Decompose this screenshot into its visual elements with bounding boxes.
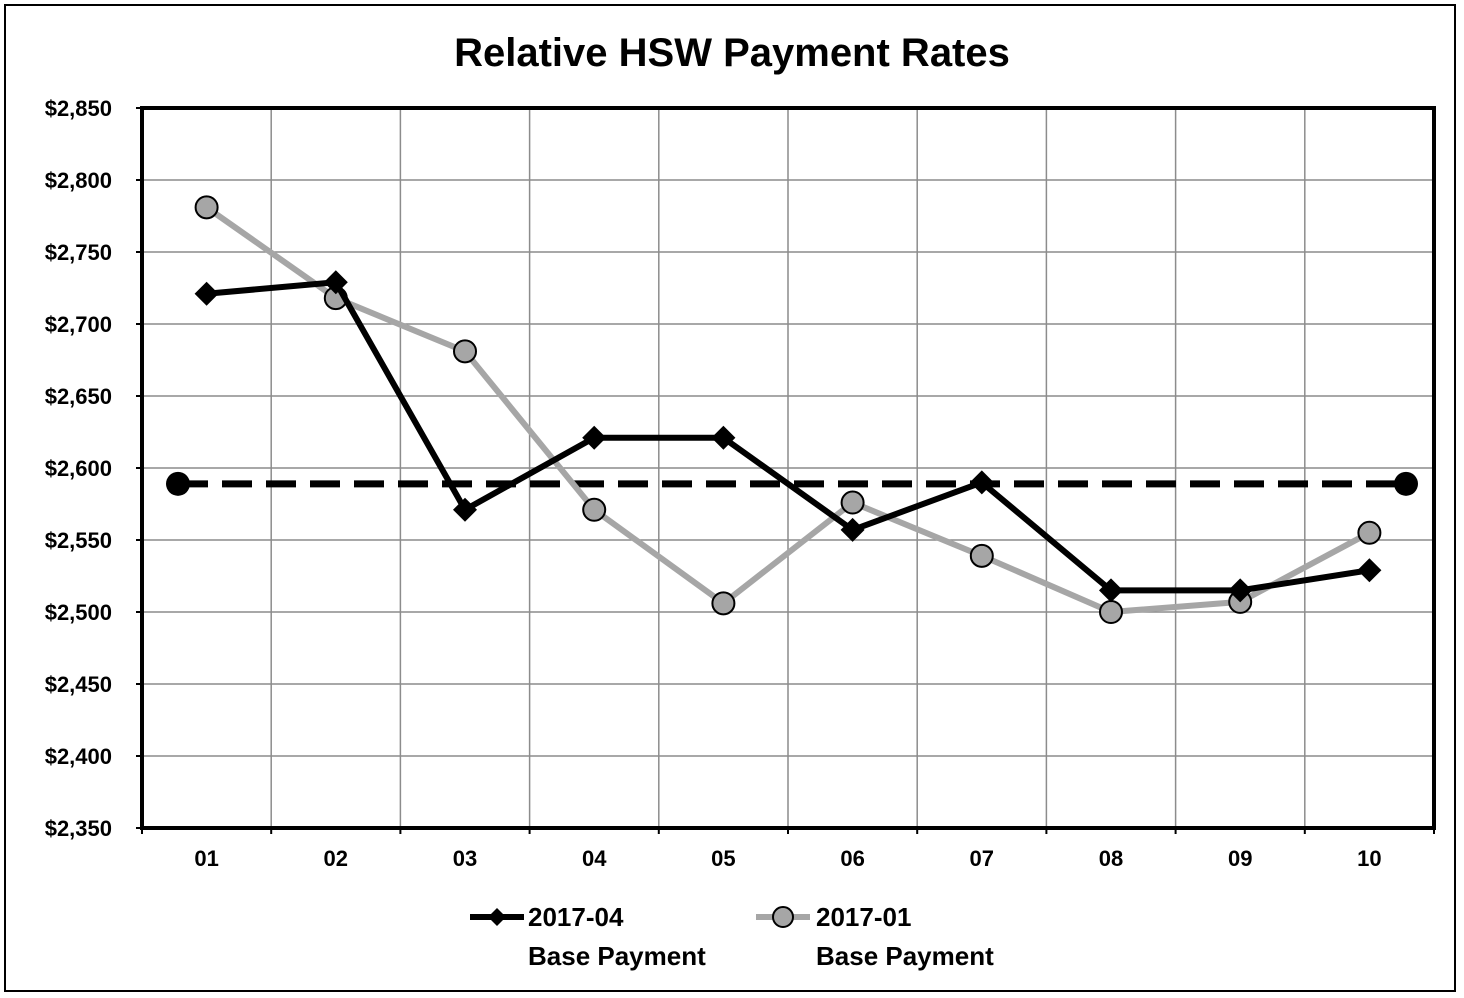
x-tick-label: 06 bbox=[840, 846, 864, 871]
y-tick-label: $2,700 bbox=[45, 312, 112, 337]
y-tick-label: $2,850 bbox=[45, 96, 112, 121]
y-tick-label: $2,600 bbox=[45, 456, 112, 481]
plot-border bbox=[140, 106, 1436, 830]
reference-marker-left bbox=[166, 471, 190, 496]
series-line-2017-01 bbox=[204, 204, 1371, 615]
data-point-2017-01 bbox=[453, 339, 477, 364]
data-point-2017-04 bbox=[840, 517, 865, 542]
data-point-2017-04 bbox=[1099, 578, 1123, 603]
data-point-2017-04 bbox=[969, 470, 994, 495]
y-tick-label: $2,750 bbox=[45, 240, 112, 265]
data-point-2017-01 bbox=[1357, 520, 1382, 545]
x-tick-label: 08 bbox=[1099, 846, 1123, 871]
x-tick-label: 04 bbox=[582, 846, 607, 871]
legend-sublabel-2017-01: Base Payment bbox=[816, 941, 994, 971]
data-point-2017-01 bbox=[194, 195, 219, 220]
y-tick-label: $2,500 bbox=[45, 600, 112, 625]
reference-line-group bbox=[166, 471, 1418, 496]
series-group bbox=[194, 195, 1382, 624]
chart-title: Relative HSW Payment Rates bbox=[454, 31, 1010, 75]
legend-label-2017-01: 2017-01 bbox=[816, 902, 911, 932]
legend-label-2017-04: 2017-04 bbox=[528, 902, 624, 932]
x-tick-label: 03 bbox=[453, 846, 477, 871]
x-tick-label: 09 bbox=[1228, 846, 1252, 871]
x-tick-label: 10 bbox=[1357, 846, 1381, 871]
axes: $2,350 $2,400 $2,450 $2,500 $2,550 $2,600 $2,6… bbox=[45, 96, 1436, 871]
y-tick-label: $2,550 bbox=[45, 528, 112, 553]
data-point-2017-01 bbox=[582, 497, 607, 522]
data-point-2017-04 bbox=[323, 270, 348, 295]
y-tick-label: $2,450 bbox=[45, 672, 112, 697]
data-point-2017-01 bbox=[969, 543, 994, 568]
data-point-2017-04 bbox=[453, 497, 477, 522]
data-point-2017-04 bbox=[1357, 558, 1382, 583]
y-tick-label: $2,400 bbox=[45, 744, 112, 769]
reference-marker-right bbox=[1394, 471, 1418, 496]
x-tick-label: 05 bbox=[711, 846, 735, 871]
legend: 2017-04 Base Payment 2017-01 Base Payment bbox=[470, 902, 994, 971]
x-tick-label: 01 bbox=[194, 846, 218, 871]
legend-marker-2017-04 bbox=[488, 908, 506, 926]
data-point-2017-01 bbox=[1099, 600, 1123, 624]
data-point-2017-01 bbox=[840, 490, 865, 515]
data-point-2017-01 bbox=[711, 591, 736, 616]
y-tick-label: $2,800 bbox=[45, 168, 112, 193]
series-line-2017-04 bbox=[206, 279, 1370, 594]
x-tick-label: 07 bbox=[970, 846, 994, 871]
data-point-2017-04 bbox=[582, 425, 607, 450]
data-point-2017-04 bbox=[194, 281, 219, 306]
y-tick-label: $2,650 bbox=[45, 384, 112, 409]
data-point-2017-04 bbox=[1228, 578, 1253, 603]
y-tick-label: $2,350 bbox=[45, 816, 112, 841]
legend-marker-2017-01 bbox=[772, 906, 794, 928]
x-tick-label: 02 bbox=[324, 846, 348, 871]
legend-sublabel-2017-04: Base Payment bbox=[528, 941, 706, 971]
data-point-2017-04 bbox=[711, 425, 736, 450]
